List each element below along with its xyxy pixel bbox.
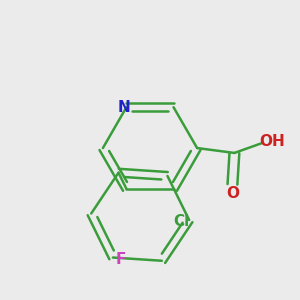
Text: OH: OH (259, 134, 285, 149)
Text: Cl: Cl (173, 214, 189, 230)
Text: N: N (117, 100, 130, 115)
Text: F: F (116, 252, 126, 267)
Text: O: O (226, 186, 239, 201)
